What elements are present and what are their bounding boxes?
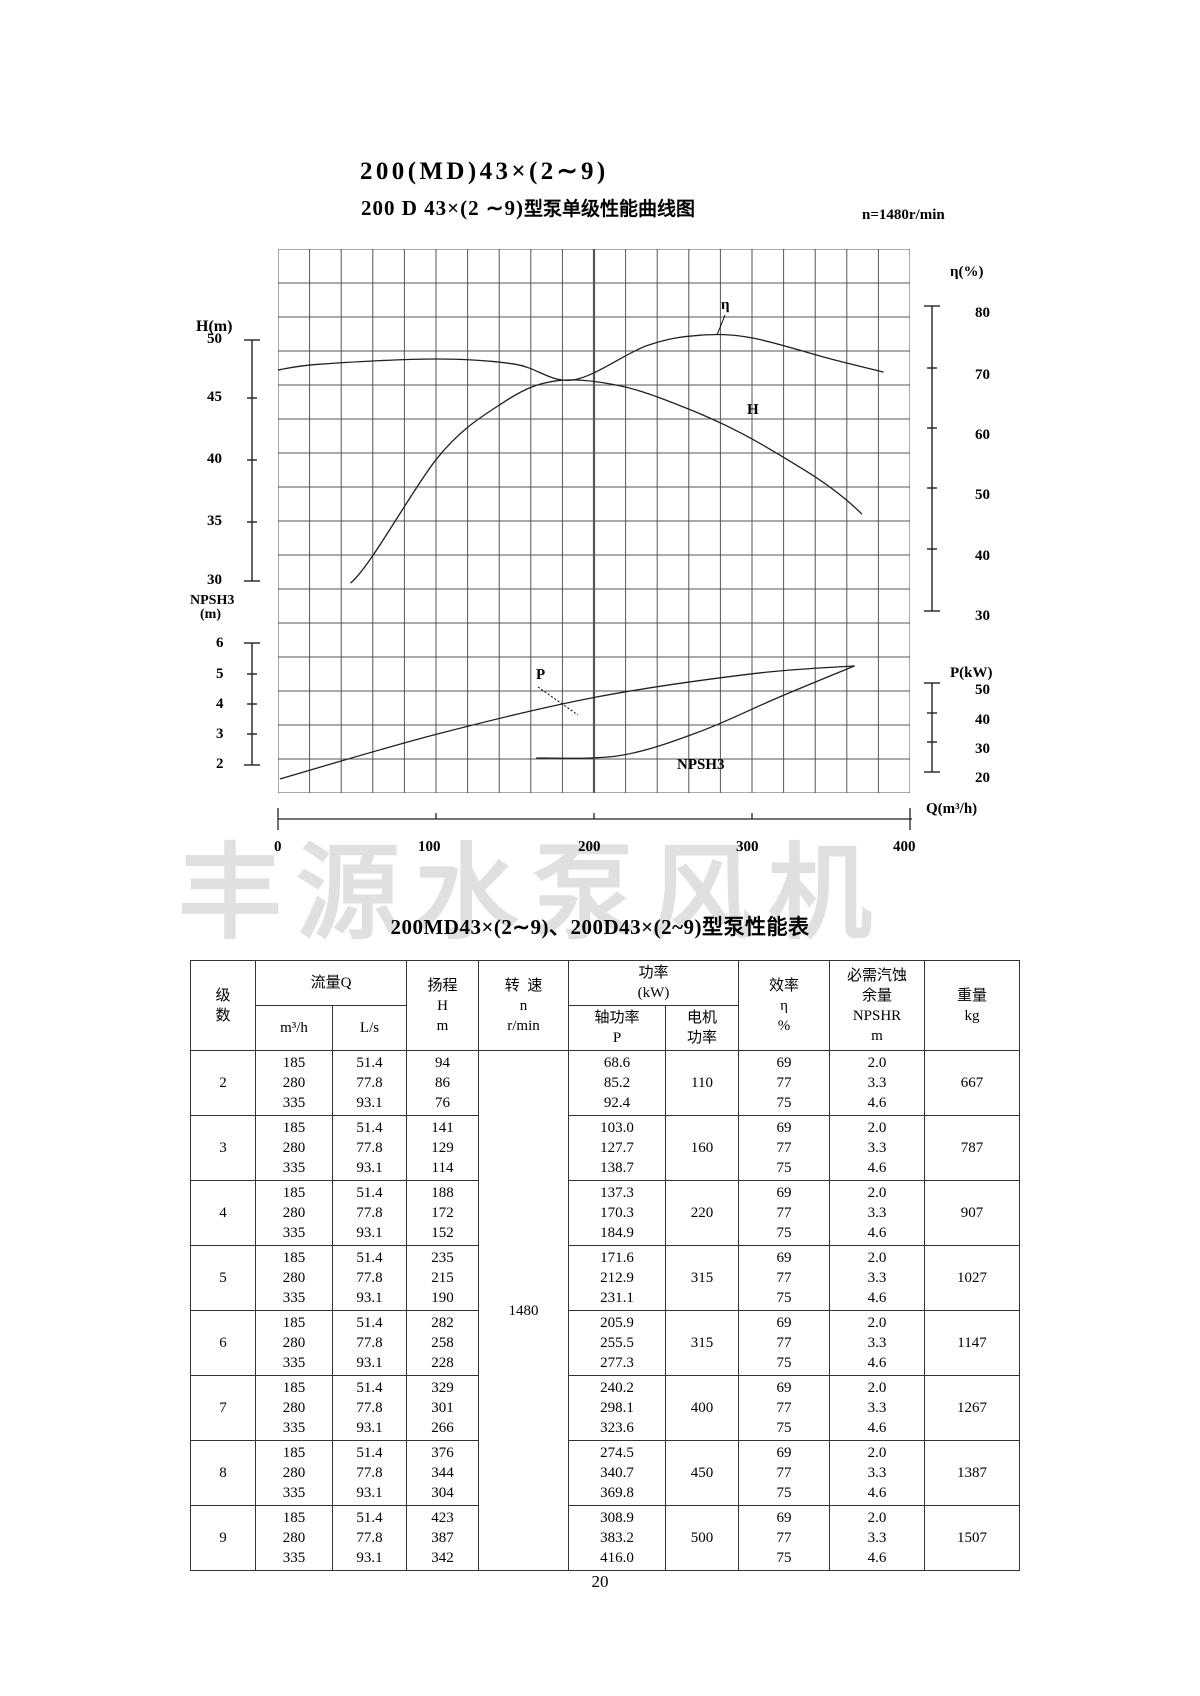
svg-text:400: 400 <box>893 839 916 855</box>
svg-text:200: 200 <box>578 839 601 855</box>
svg-text:Q(m³/h): Q(m³/h) <box>926 801 977 817</box>
svg-text:100: 100 <box>418 839 441 855</box>
svg-text:P: P <box>536 667 545 683</box>
svg-text:300: 300 <box>736 839 759 855</box>
svg-text:H: H <box>747 402 759 418</box>
svg-text:0: 0 <box>274 839 282 855</box>
svg-text:η: η <box>721 297 730 313</box>
svg-text:NPSH3: NPSH3 <box>677 757 725 773</box>
